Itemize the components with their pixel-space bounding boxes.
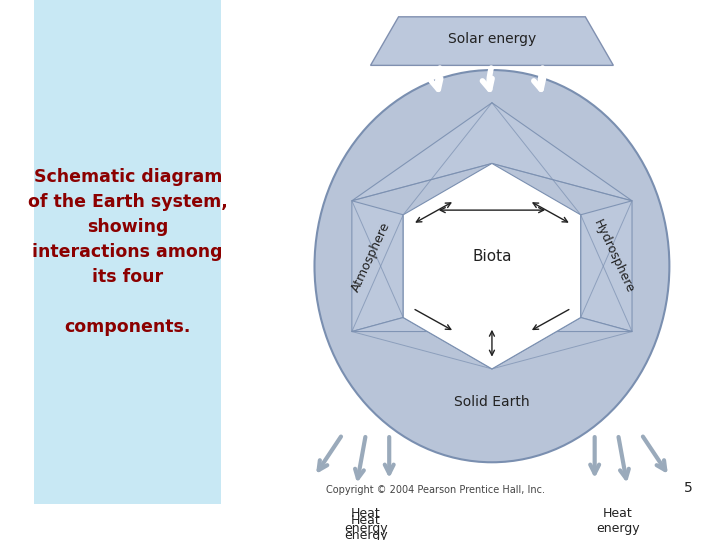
- Text: Hydrosphere: Hydrosphere: [590, 218, 636, 296]
- Text: 5: 5: [684, 481, 693, 495]
- Ellipse shape: [315, 70, 670, 462]
- Text: Heat
energy: Heat energy: [344, 514, 387, 540]
- Text: Schematic diagram
of the Earth system,
showing
interactions among
its four

comp: Schematic diagram of the Earth system, s…: [28, 168, 228, 336]
- Polygon shape: [352, 201, 403, 332]
- Text: Solid Earth: Solid Earth: [454, 395, 530, 409]
- Polygon shape: [403, 164, 580, 369]
- Text: Copyright © 2004 Pearson Prentice Hall, Inc.: Copyright © 2004 Pearson Prentice Hall, …: [326, 485, 546, 495]
- Polygon shape: [580, 201, 632, 332]
- Polygon shape: [352, 318, 632, 369]
- Text: Atmosphere: Atmosphere: [348, 220, 392, 294]
- Bar: [35, 0, 221, 504]
- Polygon shape: [352, 103, 632, 201]
- Text: Heat
energy: Heat energy: [596, 507, 640, 535]
- Text: Heat
energy: Heat energy: [344, 507, 387, 535]
- Text: Solar energy: Solar energy: [448, 32, 536, 46]
- Polygon shape: [371, 17, 613, 65]
- Text: Biota: Biota: [472, 249, 512, 264]
